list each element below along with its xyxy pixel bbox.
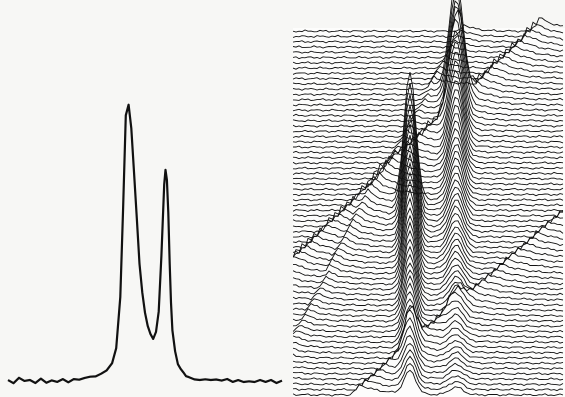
- waterfall-trace: [293, 104, 564, 165]
- waterfall-trace: [293, 21, 564, 38]
- waterfall-trace: [293, 355, 564, 386]
- waterfall-trace: [293, 72, 564, 202]
- waterfall-trace: [293, 96, 564, 160]
- waterfall-trace: [293, 41, 564, 60]
- waterfall-trace: [293, 29, 564, 123]
- waterfall-trace: [293, 363, 564, 392]
- waterfall-trace: [293, 334, 564, 371]
- waterfall-trace: [293, 179, 564, 260]
- waterfall-trace: [293, 80, 564, 149]
- waterfall-trace: [293, 369, 564, 397]
- waterfall-trace: [293, 207, 564, 275]
- waterfall-trace: [293, 0, 564, 96]
- waterfall-trace: [293, 120, 564, 176]
- waterfall-trace: [293, 197, 563, 270]
- waterfall-trace: [293, 58, 564, 75]
- waterfall-trace: [293, 64, 564, 81]
- waterfall-trace: [293, 274, 564, 323]
- waterfall-trace: [293, 253, 564, 307]
- waterfall-trace: [293, 221, 564, 286]
- waterfall-trace: [293, 282, 564, 328]
- waterfall-trace: [293, 124, 564, 228]
- waterfall-trace: [293, 127, 564, 181]
- waterfall-trace: [293, 229, 564, 291]
- waterfall-trace: [293, 325, 564, 365]
- waterfall-trace: [293, 214, 564, 281]
- waterfall-trace: [293, 83, 564, 207]
- waterfall-trace: [293, 41, 564, 128]
- waterfall-trace: [293, 70, 564, 86]
- waterfall-trace: [293, 343, 564, 376]
- waterfall-trace: [293, 17, 564, 33]
- waterfall-trace: [293, 305, 564, 350]
- waterfall-trace: [293, 269, 564, 318]
- waterfall-trace: [293, 187, 564, 265]
- waterfall-trace: [293, 8, 564, 112]
- waterfall-trace: [293, 136, 564, 186]
- waterfall-trace: [293, 94, 564, 213]
- waterfall-trace: [293, 33, 563, 49]
- waterfall-trace: [293, 317, 564, 360]
- waterfall-trace: [293, 304, 564, 344]
- waterfall-trace: [293, 262, 564, 312]
- waterfall-trace: [293, 349, 564, 381]
- waterfall-trace: [293, 51, 564, 133]
- waterfall-trace: [293, 114, 564, 223]
- waterfall-trace: [293, 150, 564, 197]
- waterfall-trace: [293, 298, 564, 339]
- waterfall-trace: [293, 48, 564, 65]
- waterfall-trace: [293, 5, 564, 107]
- waterfall-trace: [293, 152, 564, 244]
- waterfall-trace: [293, 59, 564, 139]
- waterfall-trace: [293, 53, 563, 70]
- waterfall-trace: [293, 245, 564, 302]
- waterfall-trace: [293, 134, 564, 234]
- waterfall-trace: [293, 144, 564, 191]
- waterfall-trace: [293, 0, 564, 102]
- spectrum-series-line: [7, 103, 283, 385]
- waterfall-trace: [293, 113, 564, 170]
- waterfall-plot: [293, 0, 565, 397]
- waterfall-trace: [293, 309, 564, 355]
- waterfall-trace: [293, 89, 564, 154]
- waterfall-trace: [293, 69, 564, 144]
- waterfall-trace: [293, 38, 564, 54]
- waterfall-trace: [293, 144, 564, 239]
- spectrum-line-chart: [7, 103, 283, 385]
- waterfall-trace: [293, 0, 564, 91]
- waterfall-trace: [293, 291, 564, 334]
- waterfall-trace: [293, 238, 564, 297]
- waterfall-trace: [293, 18, 564, 118]
- waterfall-traces: [293, 0, 564, 397]
- waterfall-trace: [293, 26, 564, 44]
